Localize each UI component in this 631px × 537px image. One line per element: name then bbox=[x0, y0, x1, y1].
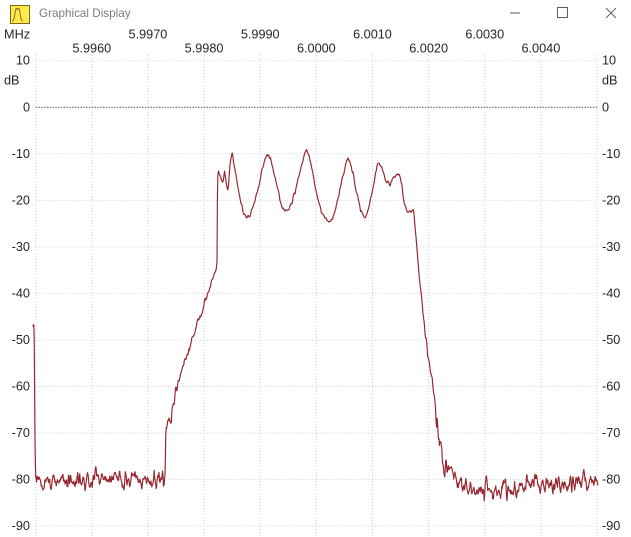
svg-text:6.0040: 6.0040 bbox=[521, 42, 560, 56]
svg-text:5.9960: 5.9960 bbox=[72, 42, 111, 56]
svg-text:-90: -90 bbox=[602, 519, 620, 533]
svg-text:-30: -30 bbox=[12, 240, 30, 254]
svg-text:10: 10 bbox=[602, 54, 616, 68]
svg-text:0: 0 bbox=[602, 100, 609, 114]
svg-text:10: 10 bbox=[16, 54, 30, 68]
svg-text:6.0030: 6.0030 bbox=[465, 28, 504, 42]
svg-text:-20: -20 bbox=[602, 193, 620, 207]
svg-text:-80: -80 bbox=[602, 473, 620, 487]
svg-text:-60: -60 bbox=[12, 379, 30, 393]
svg-text:-10: -10 bbox=[12, 147, 30, 161]
svg-text:dB: dB bbox=[4, 73, 20, 87]
svg-text:5.9970: 5.9970 bbox=[129, 28, 168, 42]
svg-text:-70: -70 bbox=[602, 426, 620, 440]
svg-text:-50: -50 bbox=[12, 333, 30, 347]
svg-text:6.0020: 6.0020 bbox=[409, 42, 448, 56]
svg-text:0: 0 bbox=[23, 100, 30, 114]
svg-text:MHz: MHz bbox=[4, 28, 30, 42]
svg-text:-40: -40 bbox=[602, 286, 620, 300]
svg-text:-50: -50 bbox=[602, 333, 620, 347]
svg-text:-10: -10 bbox=[602, 147, 620, 161]
svg-text:5.9990: 5.9990 bbox=[241, 28, 280, 42]
svg-text:-70: -70 bbox=[12, 426, 30, 440]
svg-text:-60: -60 bbox=[602, 379, 620, 393]
svg-text:-80: -80 bbox=[12, 473, 30, 487]
svg-text:6.0000: 6.0000 bbox=[297, 42, 336, 56]
svg-text:dB: dB bbox=[602, 73, 618, 87]
svg-text:6.0010: 6.0010 bbox=[353, 28, 392, 42]
svg-text:-90: -90 bbox=[12, 519, 30, 533]
svg-text:-30: -30 bbox=[602, 240, 620, 254]
svg-text:-40: -40 bbox=[12, 286, 30, 300]
svg-text:5.9980: 5.9980 bbox=[185, 42, 224, 56]
svg-text:-20: -20 bbox=[12, 193, 30, 207]
